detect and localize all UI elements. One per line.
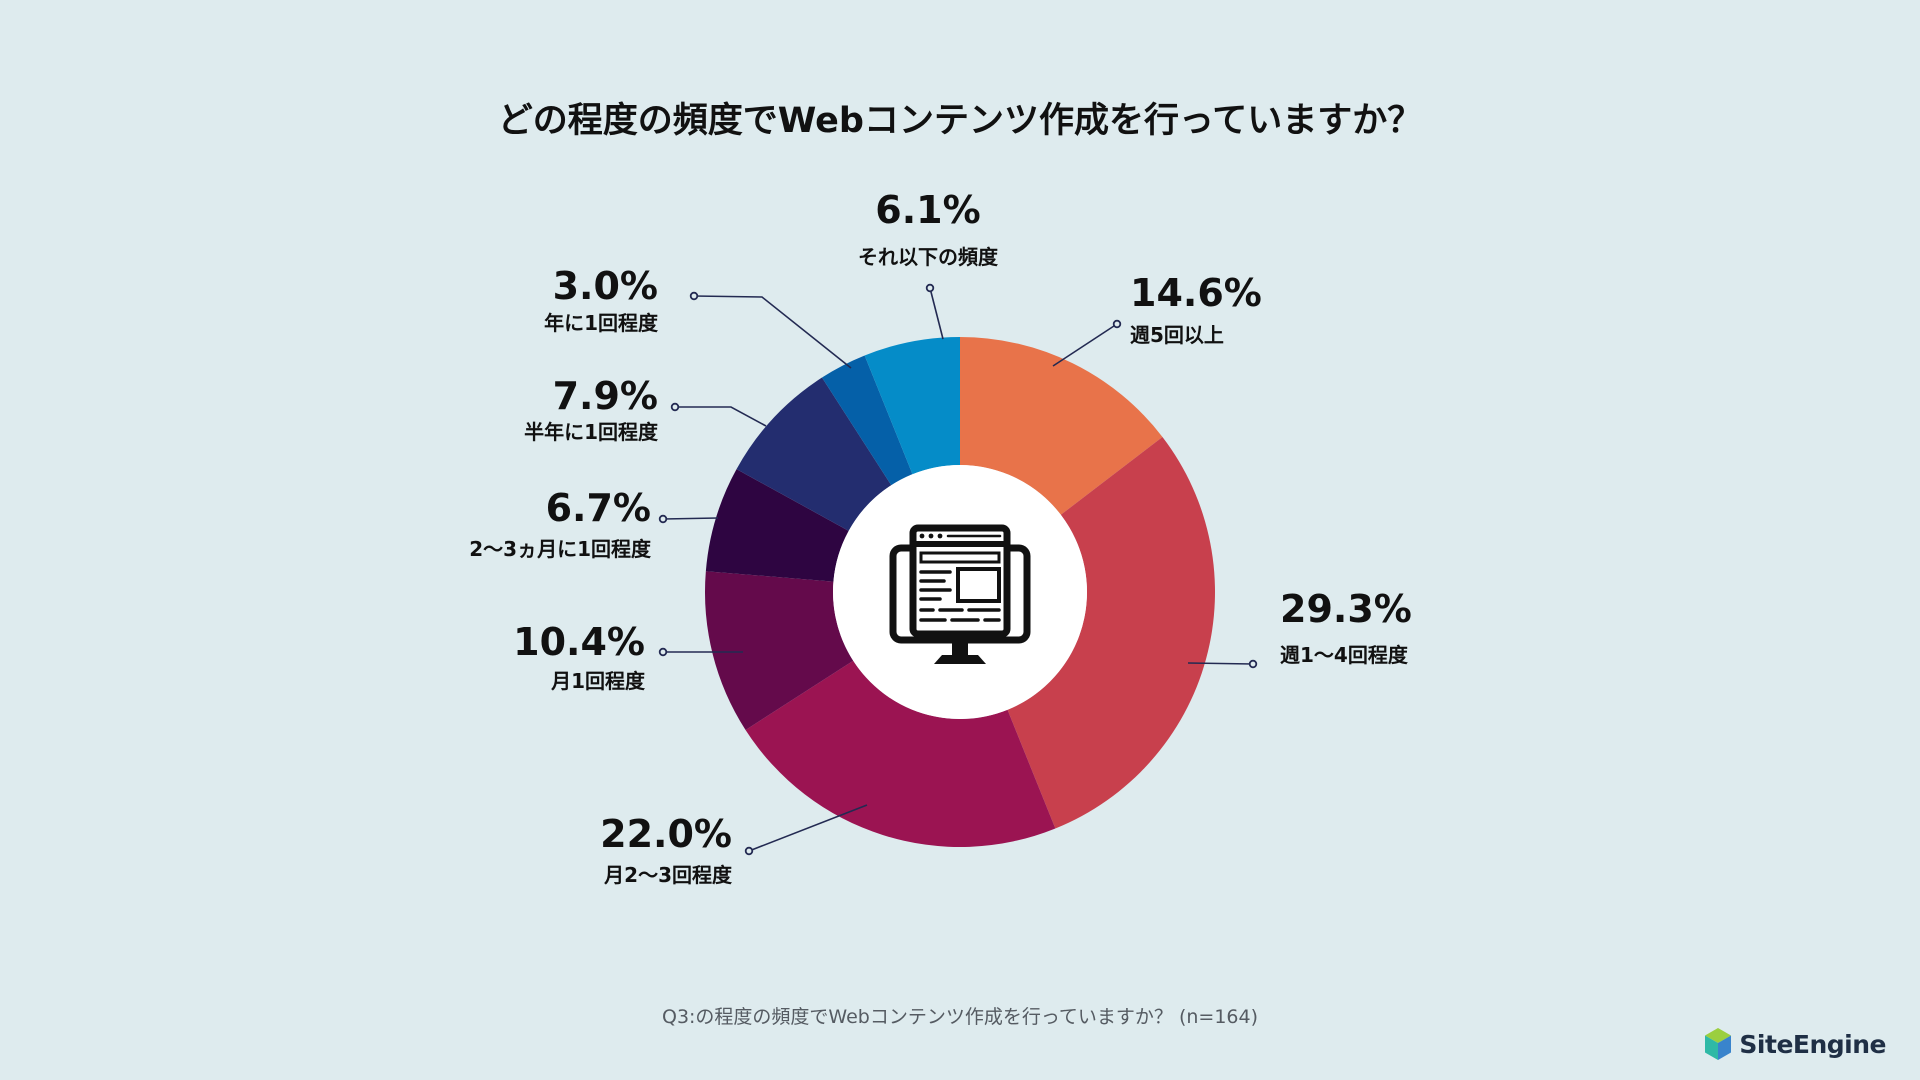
slice-6-leader-line xyxy=(693,295,852,369)
slice-7-leader-line xyxy=(929,287,944,340)
slice-4-leader-line xyxy=(662,517,719,520)
slice-3-leader-dot xyxy=(658,647,668,657)
slice-2-segment xyxy=(745,660,1056,847)
slice-3-category-label: 月1回程度 xyxy=(550,669,646,693)
monitor-stand xyxy=(934,655,986,664)
slice-2-leader-line xyxy=(748,804,868,852)
slice-7-segment xyxy=(864,337,960,475)
web-page-monitor-icon xyxy=(889,524,1031,664)
slice-4-segment xyxy=(705,469,849,582)
slice-1-leader-line xyxy=(1187,662,1254,665)
slice-2-leader-dot xyxy=(744,846,754,856)
slice-4-value-label: 6.7% xyxy=(546,486,651,530)
slice-4-leader-dot xyxy=(658,514,668,524)
slice-4-category-label: 2〜3ヵ月に1回程度 xyxy=(469,537,652,561)
slice-7-category-label: それ以下の頻度 xyxy=(858,245,999,269)
slice-1-category-label: 週1〜4回程度 xyxy=(1280,643,1409,667)
slice-0-leader-dot xyxy=(1112,319,1122,329)
slice-5-leader-line xyxy=(675,406,767,427)
slice-2-value-label: 22.0% xyxy=(600,812,732,856)
slice-6-leader-dot xyxy=(689,291,699,301)
slice-6-segment xyxy=(822,355,913,486)
slice-0-leader-line xyxy=(1052,323,1118,367)
slice-1-leader-dot xyxy=(1248,659,1258,669)
slice-labels: 14.6% 週5回以上 29.3% 週1〜4回程度 22.0% 月2〜3回程度 10.4% 月… xyxy=(469,188,1412,887)
footnote: Q3:の程度の頻度でWebコンテンツ作成を行っていますか？ (n=164) xyxy=(661,1006,1258,1028)
chart-title: どの程度の頻度でWebコンテンツ作成を行っていますか？ xyxy=(497,101,1423,141)
slice-5-leader-dot xyxy=(670,402,680,412)
slice-5-value-label: 7.9% xyxy=(553,374,658,418)
logo-text: SiteEngine xyxy=(1739,1029,1886,1059)
donut-slices xyxy=(704,337,1215,847)
site-engine-logo: SiteEngine xyxy=(1703,1024,1886,1064)
leader-lines xyxy=(658,283,1258,856)
slice-7-leader-dot xyxy=(925,283,935,293)
slice-7-value-label: 6.1% xyxy=(875,188,980,232)
slice-0-value-label: 14.6% xyxy=(1130,271,1262,315)
slice-0-segment xyxy=(960,337,1163,515)
slice-1-value-label: 29.3% xyxy=(1280,587,1412,631)
slice-6-category-label: 年に1回程度 xyxy=(544,311,659,335)
slice-3-segment xyxy=(704,571,854,730)
slice-5-segment xyxy=(736,377,892,531)
slice-0-category-label: 週5回以上 xyxy=(1130,323,1224,347)
slice-6-value-label: 3.0% xyxy=(553,264,658,308)
site-engine-logo-icon xyxy=(1705,1028,1732,1060)
slice-5-category-label: 半年に1回程度 xyxy=(524,420,659,444)
slice-3-value-label: 10.4% xyxy=(513,620,645,664)
slice-2-category-label: 月2〜3回程度 xyxy=(603,863,733,887)
slice-1-segment xyxy=(1007,436,1215,829)
